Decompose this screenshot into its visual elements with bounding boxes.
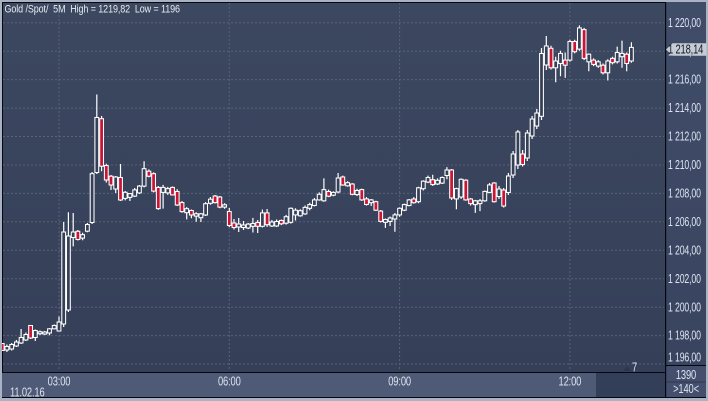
svg-text:1 210,00: 1 210,00: [668, 159, 701, 173]
svg-text:1 216,00: 1 216,00: [668, 73, 701, 87]
svg-text:1 202,00: 1 202,00: [668, 272, 701, 286]
svg-text:1 218,14: 1 218,14: [668, 43, 703, 57]
svg-text:03:00: 03:00: [48, 375, 71, 389]
svg-text:1 214,00: 1 214,00: [668, 102, 701, 116]
svg-text:09:00: 09:00: [388, 375, 411, 389]
svg-text:1 212,00: 1 212,00: [668, 130, 701, 144]
svg-text:1390: 1390: [676, 369, 696, 383]
svg-text:1 200,00: 1 200,00: [668, 301, 701, 315]
svg-text:>140<: >140<: [673, 383, 699, 397]
svg-text:12:00: 12:00: [559, 375, 582, 389]
svg-text:1 196,00: 1 196,00: [668, 351, 701, 365]
svg-text:Gold /Spot/ 5M High = 1219,8: Gold /Spot/ 5M High = 1219,82 Low = 1196: [4, 4, 180, 16]
svg-text:06:00: 06:00: [218, 375, 241, 389]
svg-text:1 204,00: 1 204,00: [668, 244, 701, 258]
svg-text:7: 7: [632, 361, 637, 375]
svg-text:1 220,00: 1 220,00: [668, 16, 701, 30]
svg-text:1 198,00: 1 198,00: [668, 329, 701, 343]
svg-text:1 206,00: 1 206,00: [668, 215, 701, 229]
svg-text:1 208,00: 1 208,00: [668, 187, 701, 201]
svg-text:11.02.16: 11.02.16: [10, 386, 45, 400]
